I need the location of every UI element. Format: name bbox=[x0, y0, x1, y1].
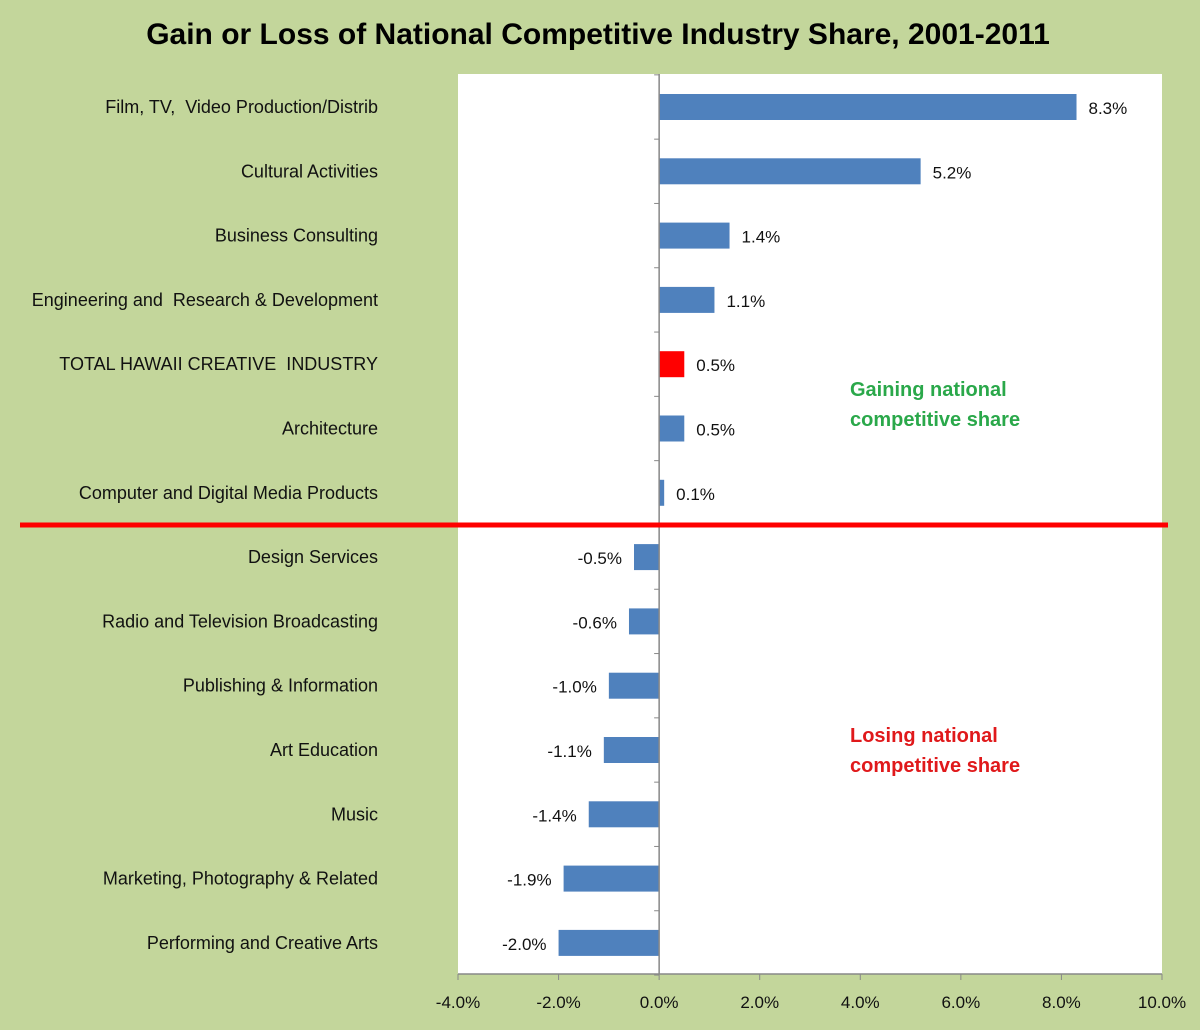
value-label-8: -0.6% bbox=[573, 613, 617, 632]
category-label-9: Publishing & Information bbox=[183, 676, 378, 696]
category-label-1: Cultural Activities bbox=[241, 161, 378, 181]
x-tick-label-5: 6.0% bbox=[941, 993, 980, 1012]
category-label-11: Music bbox=[331, 804, 378, 824]
bar-13 bbox=[558, 929, 660, 956]
x-tick-label-2: 0.0% bbox=[640, 993, 679, 1012]
bar-2 bbox=[659, 222, 730, 249]
gain-annotation: Gaining national competitive share bbox=[850, 379, 1020, 431]
x-tick-label-0: -4.0% bbox=[436, 993, 480, 1012]
value-labels: 8.3% 5.2% 1.4% 1.1% 0.5% 0.5% 0.1% -0.5% -0.6% -1… bbox=[502, 99, 1127, 954]
bar-5 bbox=[659, 415, 685, 442]
value-label-6: 0.1% bbox=[676, 485, 715, 504]
bar-4 bbox=[659, 351, 685, 378]
lose-annotation: Losing national competitive share bbox=[850, 725, 1020, 777]
bar-3 bbox=[659, 286, 715, 313]
value-label-5: 0.5% bbox=[696, 421, 735, 440]
value-label-11: -1.4% bbox=[532, 806, 576, 825]
x-tick-label-3: 2.0% bbox=[740, 993, 779, 1012]
value-label-2: 1.4% bbox=[742, 228, 781, 247]
category-label-2: Business Consulting bbox=[215, 226, 378, 246]
value-label-12: -1.9% bbox=[507, 871, 551, 890]
category-label-8: Radio and Television Broadcasting bbox=[102, 611, 378, 631]
value-label-3: 1.1% bbox=[726, 292, 765, 311]
x-tick-label-1: -2.0% bbox=[536, 993, 580, 1012]
bar-8 bbox=[628, 608, 660, 635]
chart-title: Gain or Loss of National Competitive Ind… bbox=[146, 18, 1050, 51]
lose-annotation-line-1: Losing national bbox=[850, 725, 998, 747]
category-labels: Film, TV, Video Production/Distrib Cultur… bbox=[32, 97, 378, 953]
category-label-5: Architecture bbox=[282, 419, 378, 439]
category-label-12: Marketing, Photography & Related bbox=[103, 869, 378, 889]
lose-annotation-line-2: competitive share bbox=[850, 755, 1020, 777]
category-label-7: Design Services bbox=[248, 547, 378, 567]
value-label-4: 0.5% bbox=[696, 356, 735, 375]
value-label-10: -1.1% bbox=[547, 742, 591, 761]
bar-0 bbox=[659, 94, 1077, 120]
bars bbox=[558, 94, 1077, 956]
bar-9 bbox=[608, 672, 660, 699]
value-label-0: 8.3% bbox=[1089, 99, 1128, 118]
bar-6 bbox=[659, 479, 665, 506]
value-label-1: 5.2% bbox=[933, 163, 972, 182]
value-label-9: -1.0% bbox=[552, 678, 596, 697]
category-label-3: Engineering and Research & Development bbox=[32, 290, 378, 310]
value-label-7: -0.5% bbox=[578, 549, 622, 568]
x-tick-label-6: 8.0% bbox=[1042, 993, 1081, 1012]
bar-12 bbox=[563, 865, 660, 892]
x-tick-label-7: 10.0% bbox=[1138, 993, 1186, 1012]
value-label-13: -2.0% bbox=[502, 935, 546, 954]
category-label-6: Computer and Digital Media Products bbox=[79, 483, 378, 503]
gain-annotation-line-1: Gaining national bbox=[850, 379, 1007, 401]
category-label-4: TOTAL HAWAII CREATIVE INDUSTRY bbox=[59, 354, 378, 374]
bar-1 bbox=[659, 158, 921, 185]
category-label-0: Film, TV, Video Production/Distrib bbox=[105, 97, 378, 117]
category-label-10: Art Education bbox=[270, 740, 378, 760]
bar-7 bbox=[634, 544, 660, 571]
x-tick-label-4: 4.0% bbox=[841, 993, 880, 1012]
bar-11 bbox=[588, 801, 660, 828]
category-label-13: Performing and Creative Arts bbox=[147, 933, 378, 953]
bar-10 bbox=[603, 737, 660, 763]
x-axis: -4.0% -2.0% 0.0% 2.0% 4.0% 6.0% 8.0% 10.0% bbox=[436, 973, 1186, 1012]
gain-annotation-line-2: competitive share bbox=[850, 409, 1020, 431]
